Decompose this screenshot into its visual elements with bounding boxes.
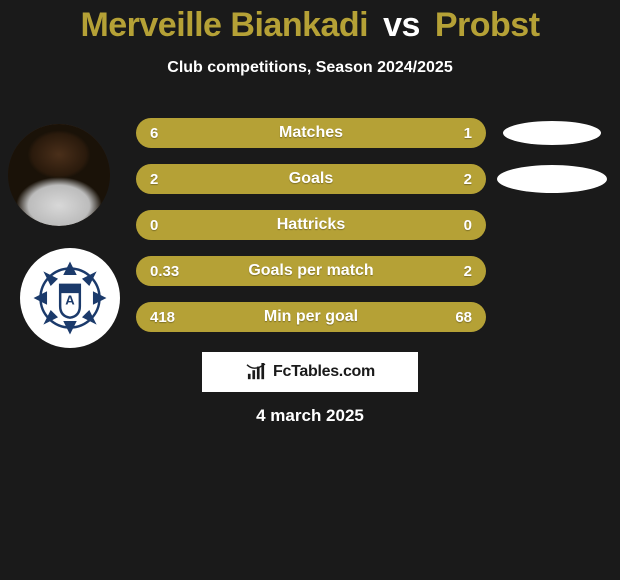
subtitle: Club competitions, Season 2024/2025 [0,59,620,77]
stat-label: Hattricks [136,216,486,234]
pill-2 [492,164,612,194]
stat-right-value: 0 [464,217,472,234]
stat-row-goals: 2 Goals 2 [136,164,486,194]
comparison-card: Merveille Biankadi vs Probst Club compet… [0,0,620,580]
pill-shape [503,121,601,145]
stat-label: Goals [136,170,486,188]
stat-label: Matches [136,124,486,142]
stat-row-min-per-goal: 418 Min per goal 68 [136,302,486,332]
stat-label: Goals per match [136,262,486,280]
stat-rows: 6 Matches 1 2 Goals 2 0 Hattricks 0 0.33… [136,118,486,332]
stat-left-value: 0.33 [150,263,179,280]
stat-right-value: 2 [464,171,472,188]
stat-right-value: 68 [455,309,472,326]
pill-shape [497,165,607,193]
bar-chart-icon [245,363,267,381]
avatar-illustration [8,124,110,226]
stat-right-value: 2 [464,263,472,280]
stat-row-hattricks: 0 Hattricks 0 [136,210,486,240]
stat-row-matches: 6 Matches 1 [136,118,486,148]
svg-text:A: A [65,293,75,308]
stat-left-value: 6 [150,125,158,142]
player1-club-badge: A [20,248,120,348]
pill-1 [492,118,612,148]
title-vs: vs [383,6,420,44]
brand-text: FcTables.com [273,363,375,381]
title-player1: Merveille Biankadi [80,6,368,44]
title-player2: Probst [435,6,540,44]
stat-left-value: 418 [150,309,175,326]
club-crest-icon: A [29,257,111,339]
player1-avatar [8,124,110,226]
stat-label: Min per goal [136,308,486,326]
stat-right-value: 1 [464,125,472,142]
page-title: Merveille Biankadi vs Probst [0,6,620,45]
stat-row-goals-per-match: 0.33 Goals per match 2 [136,256,486,286]
brand-box[interactable]: FcTables.com [202,352,418,392]
date-text: 4 march 2025 [0,406,620,426]
right-pills [492,118,612,194]
stat-left-value: 0 [150,217,158,234]
stat-left-value: 2 [150,171,158,188]
